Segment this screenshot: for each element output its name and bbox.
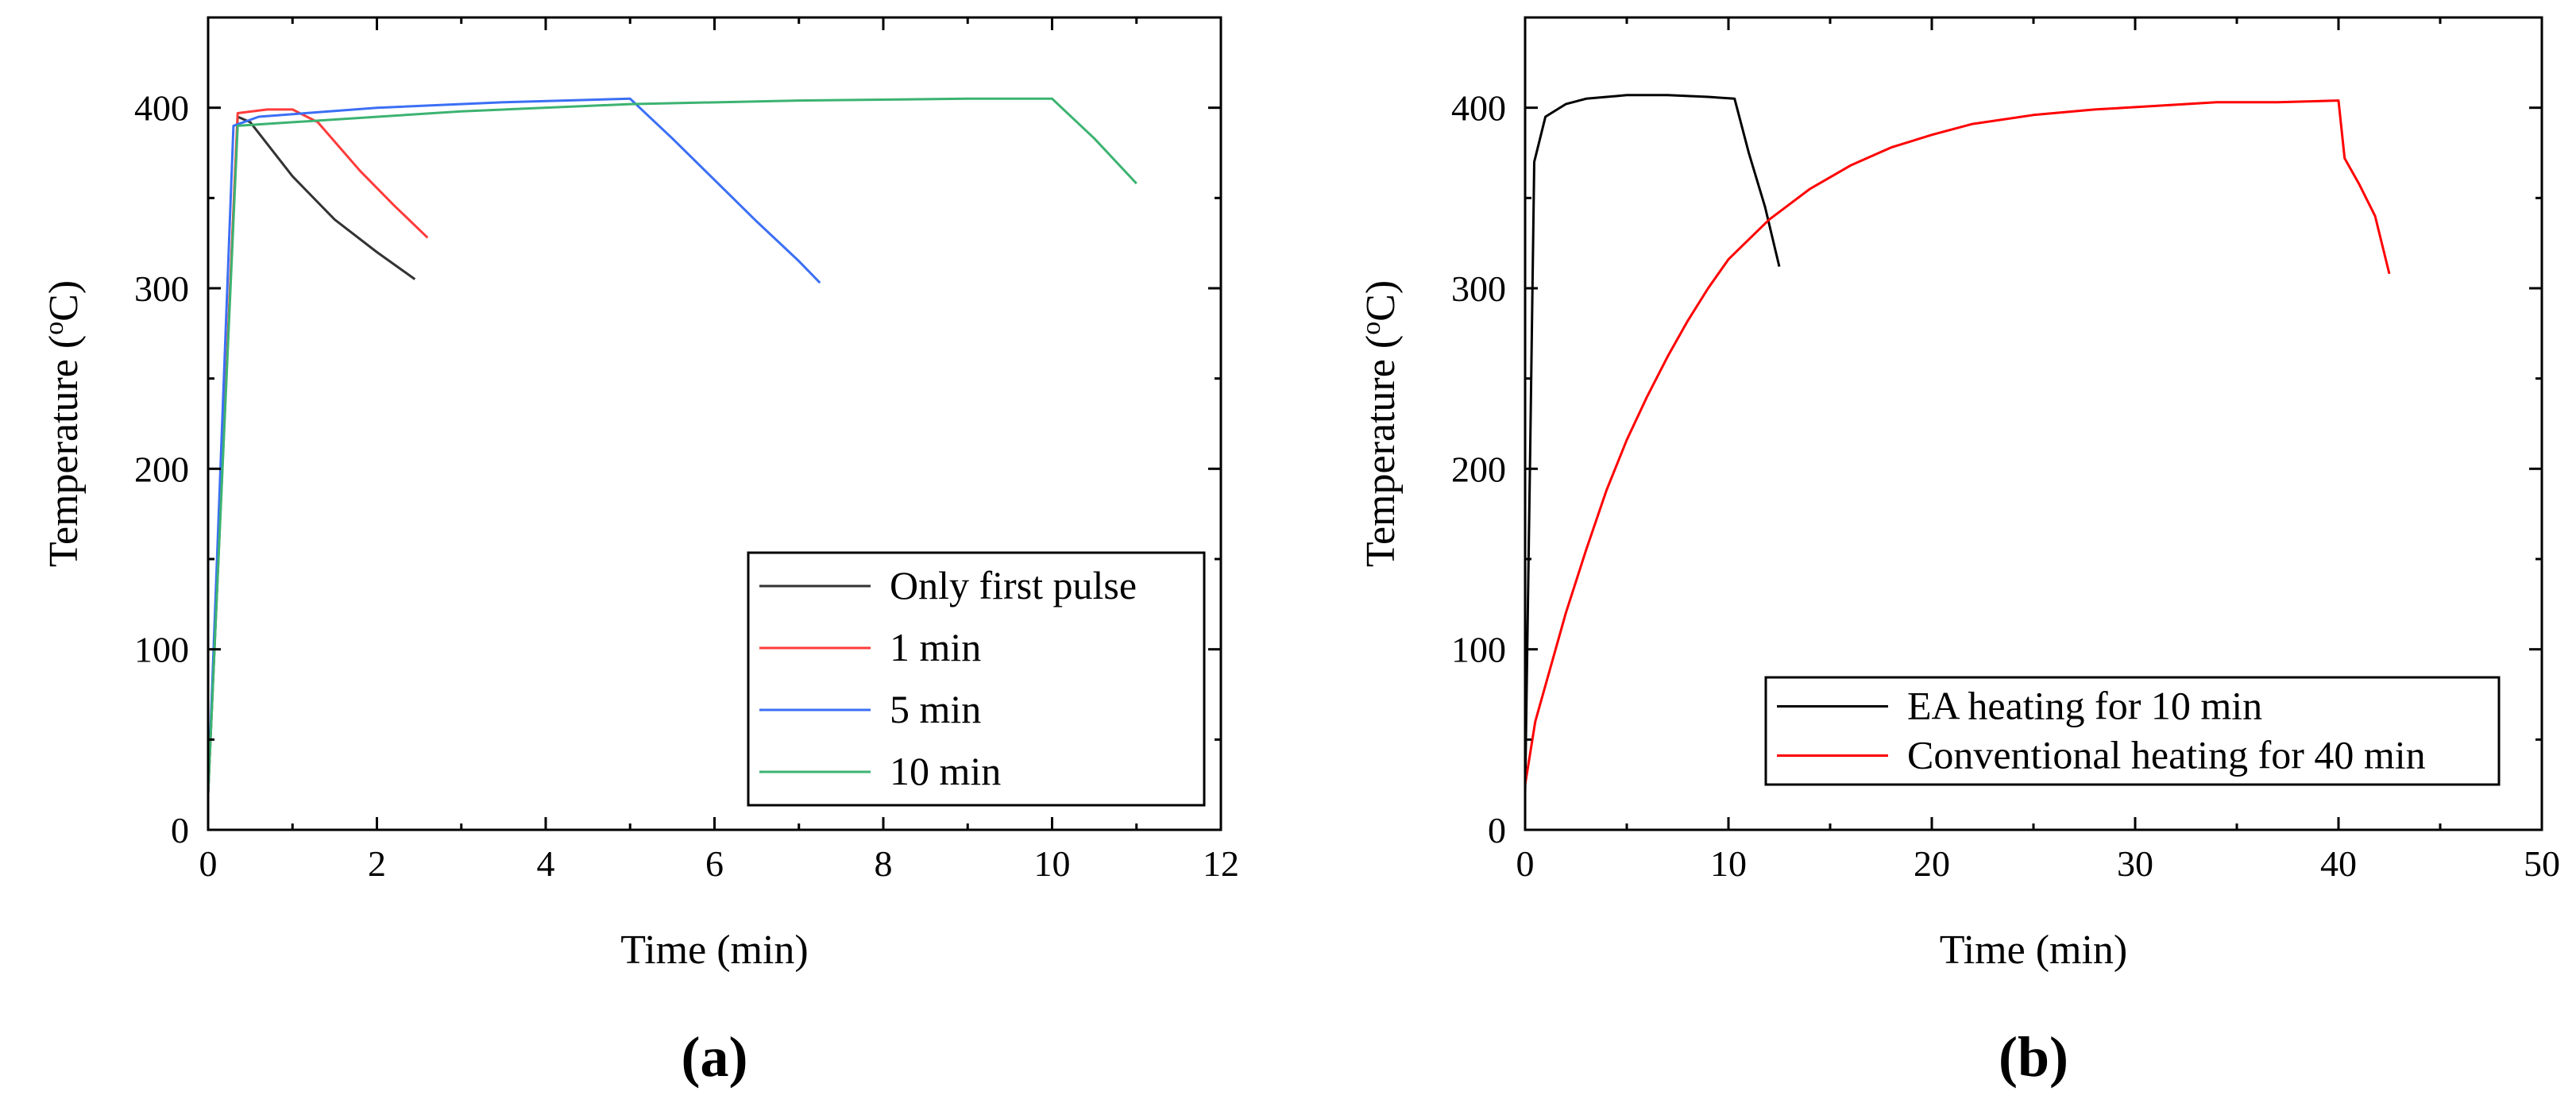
y-tick-label-b: 300 xyxy=(1451,268,1506,309)
y-axis-title-b: Temperature (oC) xyxy=(1357,280,1404,567)
y-tick-label-a: 400 xyxy=(134,88,189,129)
x-tick-label-a: 2 xyxy=(368,843,386,884)
y-tick-label-a: 200 xyxy=(134,449,189,489)
series-line-a-1 xyxy=(207,115,416,794)
legend-label-a-2: 1 min xyxy=(890,625,981,669)
series-line-b-2 xyxy=(1524,99,2391,785)
x-tick-label-a: 10 xyxy=(1034,843,1071,884)
legend-label-a-1: Only first pulse xyxy=(890,563,1137,607)
x-tick-label-a: 4 xyxy=(537,843,555,884)
x-tick-label-b: 0 xyxy=(1516,843,1535,884)
x-tick-label-a: 8 xyxy=(875,843,893,884)
panel-label-b: (b) xyxy=(1999,1025,2068,1089)
x-tick-label-b: 40 xyxy=(2320,843,2357,884)
series-line-a-2 xyxy=(207,108,429,794)
legend-label-b-2: Conventional heating for 40 min xyxy=(1907,733,2426,777)
legend-label-a-4: 10 min xyxy=(890,749,1001,793)
chart-panel-a: Time (min) Temperature (oC) (a) 0 2 4 6 8 10 1… xyxy=(40,16,1239,1089)
x-tick-label-a: 6 xyxy=(705,843,724,884)
x-tick-label-a: 12 xyxy=(1203,843,1239,884)
y-tick-label-b: 400 xyxy=(1451,88,1506,129)
legend-label-a-3: 5 min xyxy=(890,687,981,731)
y-tick-label-b: 100 xyxy=(1451,630,1506,670)
y-tick-label-b: 200 xyxy=(1451,449,1506,489)
legend-box-b xyxy=(1764,676,2501,786)
legend-label-b-1: EA heating for 10 min xyxy=(1907,684,2262,728)
series-line-a-4 xyxy=(207,97,1137,794)
y-tick-label-a: 100 xyxy=(134,630,189,670)
y-axis-title-a: Temperature (oC) xyxy=(40,280,87,567)
x-tick-label-b: 10 xyxy=(1710,843,1747,884)
series-line-b-1 xyxy=(1524,94,1781,794)
y-tick-label-a: 0 xyxy=(171,810,189,850)
x-axis-title-b: Time (min) xyxy=(1940,928,2127,973)
series-line-a-3 xyxy=(207,97,821,794)
x-tick-label-b: 30 xyxy=(2117,843,2153,884)
x-tick-label-b: 20 xyxy=(1914,843,1950,884)
x-tick-label-b: 50 xyxy=(2524,843,2560,884)
chart-panel-b: Time (min) Temperature (oC) (b) 0 10 20 30 4… xyxy=(1357,16,2560,1089)
y-tick-label-b: 0 xyxy=(1488,810,1506,850)
legend-box-a xyxy=(747,551,1206,807)
x-axis-title-a: Time (min) xyxy=(620,928,808,973)
panel-label-a: (a) xyxy=(682,1025,748,1089)
y-tick-label-a: 300 xyxy=(134,268,189,309)
x-tick-label-a: 0 xyxy=(199,843,218,884)
